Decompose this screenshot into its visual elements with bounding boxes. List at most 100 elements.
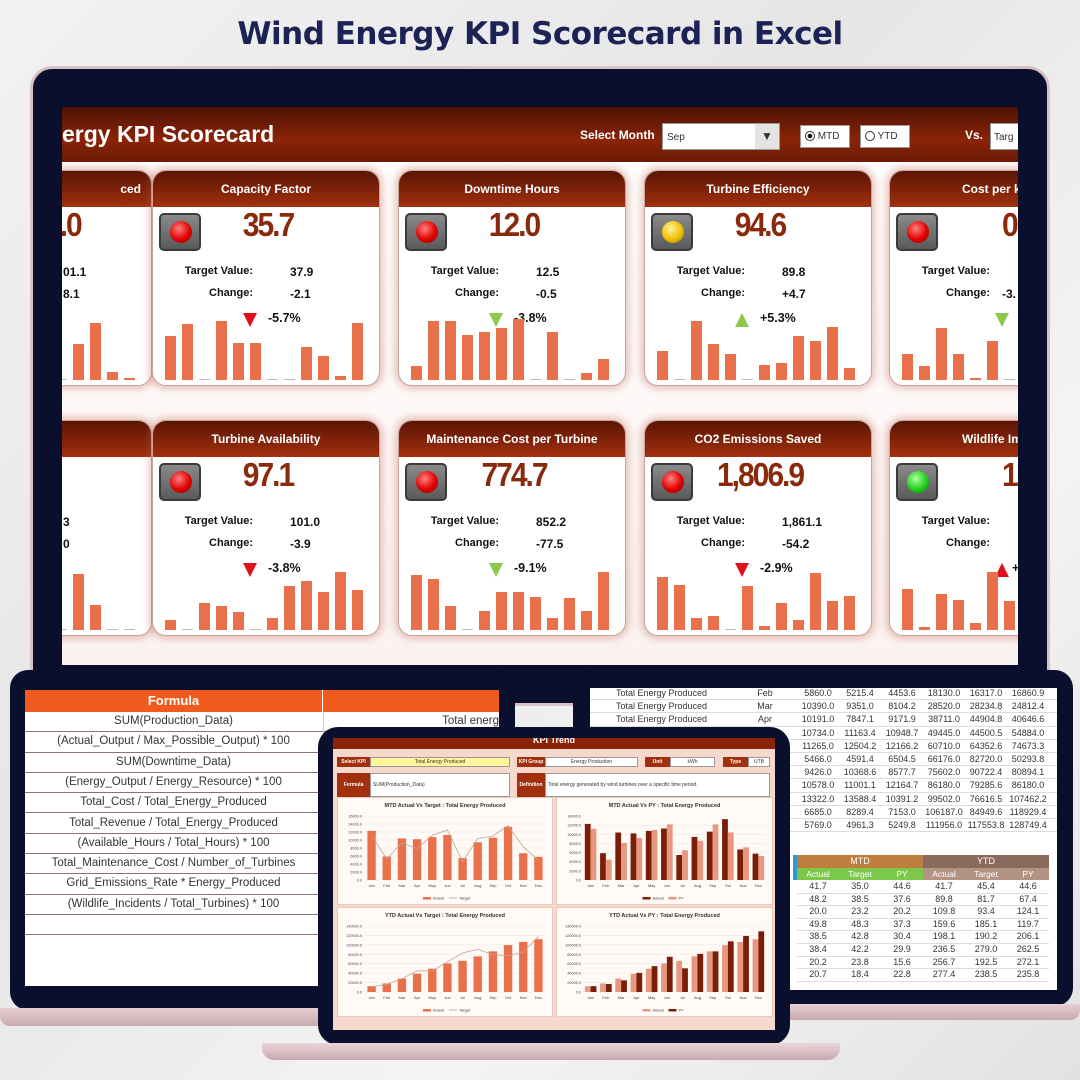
dashboard-header: ergy KPI Scorecard Select Month Sep ▼ MT… (62, 107, 1018, 162)
bar-actual (584, 986, 591, 992)
summary-cell: 18.4 (839, 969, 881, 982)
summary-cell: 238.5 (965, 969, 1007, 982)
formula-label: Formula (337, 773, 370, 797)
target-label: Target Value: (676, 265, 745, 277)
mtd-radio[interactable]: MTD (800, 125, 850, 148)
sparkline-bar (496, 328, 507, 380)
x-tick-label: May (428, 995, 436, 1000)
legend-label: PY (679, 1008, 685, 1013)
select-kpi-dropdown[interactable]: Total Energy Produced (370, 757, 510, 767)
bar-actual (488, 951, 498, 992)
y-tick-label: 10000.0 (567, 833, 581, 837)
ytd-radio[interactable]: YTD (860, 125, 910, 148)
value-cell: 10390.0 (801, 701, 835, 712)
sparkline-bar (564, 597, 575, 630)
summary-cell: 41.7 (923, 881, 965, 894)
sparkline-bar (284, 585, 295, 630)
x-tick-label: Dec (535, 883, 542, 888)
status-light-red-icon (170, 221, 192, 243)
y-tick-label: 0.0 (576, 879, 581, 883)
x-tick-label: Aug (694, 995, 701, 1000)
value-cell: 7847.1 (846, 714, 874, 725)
change-label: Change: (455, 537, 499, 549)
bar-py (727, 941, 734, 992)
kpi-card: Turbine Availability 97.1 Target Value: 101… (152, 420, 380, 636)
change-label: Change: (946, 537, 990, 549)
sparkline-bar (479, 332, 490, 380)
sparkline-bar (233, 342, 244, 380)
formula-cell: (Wildlife_Incidents / Total_Turbines) * … (67, 897, 280, 910)
kpi-card-title: Maintenance Cost per Turbine (399, 421, 625, 457)
value-cell: 44500.5 (969, 727, 1003, 738)
kpi-card-title: Turbine Availability (153, 421, 379, 457)
kpi-group-value: Energy Production (545, 757, 638, 767)
formula-cell: Total_Maintenance_Cost / Number_of_Turbi… (51, 857, 296, 870)
x-tick-label: Sep (709, 995, 717, 1000)
x-tick-label: May (648, 883, 656, 888)
summary-cell: 185.1 (965, 919, 1007, 932)
month-dropdown[interactable]: Sep ▼ (662, 123, 780, 150)
sparkline-bar (216, 321, 227, 380)
summary-cell: 198.1 (923, 931, 965, 944)
ytd-group-header: YTD (923, 855, 1049, 868)
data-row: 10578.0 11001.1 12164.7 86180.0 79285.6 86180… (590, 779, 1057, 793)
value-cell: 28520.0 (927, 701, 961, 712)
x-tick-label: Sep (709, 883, 717, 888)
status-light-red-icon (416, 471, 438, 493)
sparkline-bar (827, 327, 838, 380)
data-row: 5769.0 4961.3 5249.8 111956.0 117553.8 128749… (590, 819, 1057, 833)
sparkline-bar (124, 629, 135, 630)
x-tick-label: Feb (602, 883, 610, 888)
sparkline-bar (581, 611, 592, 630)
x-tick-label: Mar (618, 995, 626, 1000)
sparkline-bar (352, 589, 363, 630)
trend-down-icon (995, 313, 1009, 327)
bar-actual (488, 837, 498, 880)
sparkline-bar (301, 346, 312, 380)
summary-cell: 67.4 (1007, 894, 1049, 907)
sparkline-bar (674, 379, 685, 380)
value-cell: 9171.9 (888, 714, 916, 725)
status-light (651, 463, 693, 501)
chart-title: MTD Actual Vs PY : Total Energy Produced (609, 803, 721, 809)
y-tick-label: 0.0 (357, 991, 362, 995)
bar-actual (458, 960, 467, 992)
y-tick-label: 140000.0 (346, 925, 362, 929)
value-cell: 75602.0 (927, 767, 961, 778)
bar-py (590, 828, 597, 880)
status-light-red-icon (416, 221, 438, 243)
data-row: Total Energy Produced Feb 5860.0 5215.4 4453… (590, 688, 1057, 701)
target-label: Target Value: (921, 515, 990, 527)
bar-py (712, 824, 719, 880)
trend-down-icon (489, 313, 503, 327)
status-light (405, 463, 447, 501)
bar-py (727, 832, 734, 880)
change-value: -0.5 (536, 287, 557, 301)
sparkline-bar (530, 596, 541, 630)
bar-py (651, 966, 658, 992)
value-cell: 80894.1 (1011, 767, 1045, 778)
trend-down-icon (735, 563, 749, 577)
x-tick-label: Feb (383, 995, 391, 1000)
y-tick-label: 140000.0 (565, 925, 581, 929)
bar-actual (458, 858, 467, 880)
kpi-card-title: Downtime Hours (399, 171, 625, 207)
value-cell: 76616.5 (969, 793, 1003, 804)
x-tick-label: May (428, 883, 436, 888)
chevron-down-icon[interactable]: ▼ (755, 124, 779, 149)
sparkline-bar (953, 599, 964, 630)
summary-cell: 45.4 (965, 881, 1007, 894)
formula-cell: (Available_Hours / Total_Hours) * 100 (77, 836, 270, 849)
kpi-card-title: Turbine Efficiency (645, 171, 871, 207)
compare-dropdown[interactable]: Targ (990, 123, 1018, 150)
kpi-value: 3.0 (62, 207, 83, 244)
summary-cell: 206.1 (1007, 931, 1049, 944)
summary-cell: 30.4 (881, 931, 923, 944)
x-tick-label: Oct (505, 883, 512, 888)
sparkline-bar (827, 601, 838, 630)
x-tick-label: Dec (755, 995, 762, 1000)
status-light (405, 213, 447, 251)
bar-actual (534, 939, 543, 992)
bar-actual (428, 968, 437, 992)
chart-mtd-actual-vs-py: MTD Actual Vs PY : Total Energy Produced… (556, 797, 773, 905)
